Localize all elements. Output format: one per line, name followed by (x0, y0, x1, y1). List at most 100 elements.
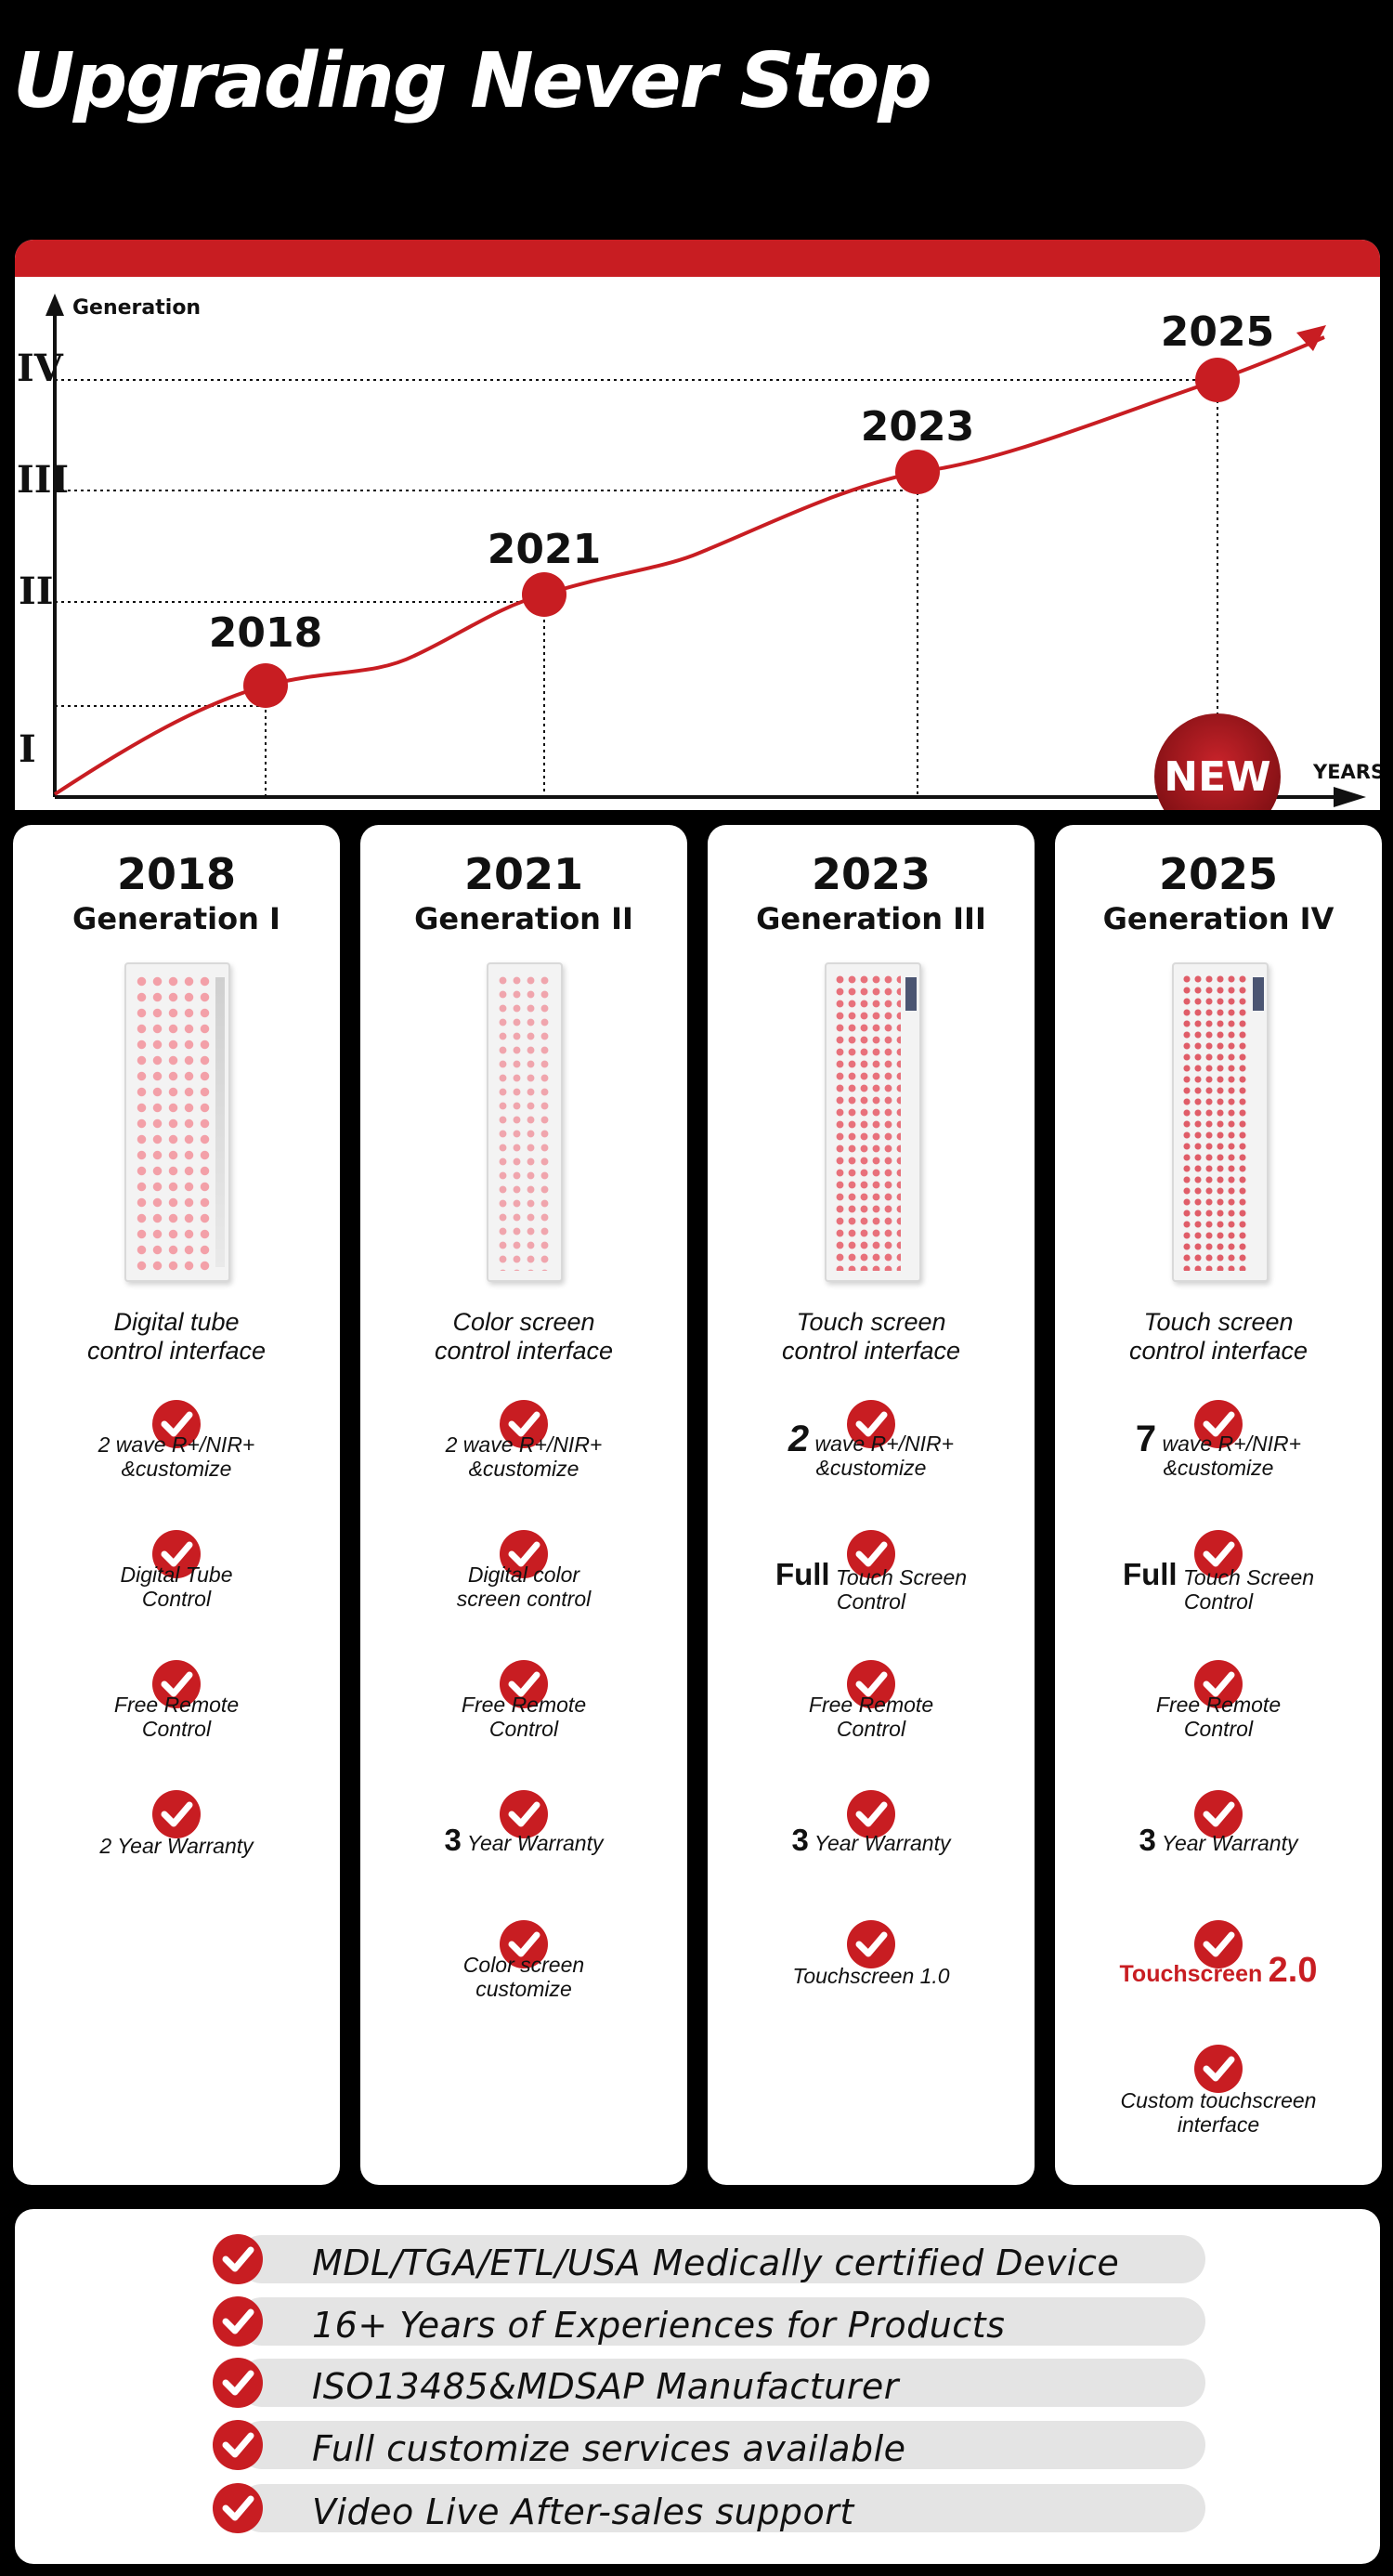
card-generation: Generation III (756, 901, 986, 936)
feature-text: Digital Tube (120, 1563, 233, 1587)
guide-2023 (55, 490, 918, 797)
cert-item: ISO13485&MDSAP Manufacturer (201, 2357, 1205, 2409)
cert-text: Video Live After-sales support (312, 2491, 854, 2532)
feature-text-2: &customize (121, 1457, 232, 1481)
check-icon (847, 1920, 895, 1968)
check-icon (213, 2483, 263, 2533)
product-image-gen1 (124, 962, 230, 1282)
feature-text: Free Remote (461, 1693, 587, 1717)
card-year: 2025 (1158, 849, 1279, 899)
feature-text: 2 wave R+/NIR+ (445, 1432, 603, 1457)
feature-text: Free Remote (1155, 1693, 1282, 1717)
interface-line1: Digital tube (113, 1308, 240, 1336)
generation-cards: 2018 Generation I Digital tube control i… (13, 825, 1382, 2185)
feature-text: Color screen (462, 1953, 585, 1977)
feature-lead: Full (775, 1557, 830, 1591)
generation-card-2023: 2023 Generation III Touch screen control… (708, 825, 1035, 2185)
feature-item: Full Touch Screen Control (1055, 1529, 1382, 1631)
feature-text: Custom touchscreen (1120, 2088, 1317, 2112)
feature-text: 2 wave R+/NIR+ (98, 1432, 255, 1457)
feature-item: Color screen customize (360, 1919, 687, 2021)
interface-line2: control interface (86, 1337, 267, 1365)
check-icon (847, 1790, 895, 1838)
cert-text: MDL/TGA/ETL/USA Medically certified Devi… (312, 2243, 1120, 2283)
check-icon (152, 1660, 201, 1708)
page-headline: Upgrading Never Stop (13, 37, 932, 125)
check-icon (152, 1530, 201, 1578)
cert-item: Full customize services available (201, 2419, 1205, 2471)
new-badge (1154, 713, 1281, 810)
feature-text-2: &customize (1163, 1456, 1274, 1480)
check-icon (500, 1530, 548, 1578)
card-generation: Generation II (414, 901, 633, 936)
product-image-gen3 (825, 962, 921, 1282)
check-icon (213, 2358, 263, 2408)
point-2025 (1195, 358, 1240, 402)
feature-item: Digital Tube Control (13, 1529, 340, 1631)
feature-text: wave R+/NIR+ (1162, 1432, 1302, 1456)
cert-text: 16+ Years of Experiences for Products (312, 2305, 1006, 2346)
check-icon (1194, 1530, 1243, 1578)
product-image-gen4 (1172, 962, 1269, 1282)
generation-timeline-chart: Generation YEARS I II III IV 2018 2021 2… (15, 240, 1380, 810)
check-icon (847, 1530, 895, 1578)
check-icon (152, 1400, 201, 1448)
feature-text-2: 2.0 (1268, 1951, 1318, 1990)
feature-text: Free Remote (808, 1693, 934, 1717)
feature-text: Free Remote (113, 1693, 240, 1717)
x-axis-label: YEARS (1312, 761, 1380, 783)
generation-card-2025: 2025 Generation IV Touch screen control … (1055, 825, 1382, 2185)
interface-line1: Touch screen (1143, 1308, 1294, 1336)
interface-description: Color screen control interface (370, 1308, 678, 1366)
interface-description: Touch screen control interface (1064, 1308, 1373, 1366)
card-year: 2021 (463, 849, 584, 899)
feature-text-2: &customize (815, 1456, 927, 1480)
feature-item: Custom touchscreen interface (1055, 2044, 1382, 2146)
interface-line2: control interface (1128, 1337, 1308, 1365)
check-icon (847, 1660, 895, 1708)
interface-line1: Color screen (452, 1308, 595, 1336)
feature-lead: 7 (1135, 1419, 1157, 1459)
timeline-svg: Generation YEARS I II III IV 2018 2021 2… (17, 294, 1380, 810)
check-icon (500, 1400, 548, 1448)
feature-item: 2 Year Warranty (13, 1789, 340, 1891)
cert-item: 16+ Years of Experiences for Products (201, 2295, 1205, 2347)
check-icon (152, 1790, 201, 1838)
x-axis-arrow-icon (1334, 787, 1366, 807)
level-label-ii: II (19, 569, 53, 613)
check-icon (500, 1660, 548, 1708)
feature-text-2: &customize (468, 1457, 579, 1481)
feature-item: 3 Year Warranty (708, 1789, 1035, 1891)
feature-text-2: Control (141, 1587, 212, 1611)
feature-text: Touch Screen (1182, 1565, 1315, 1589)
feature-item: 3 Year Warranty (1055, 1789, 1382, 1891)
interface-description: Touch screen control interface (717, 1308, 1025, 1366)
feature-text: Touch Screen (835, 1565, 968, 1589)
feature-text-2: Control (1183, 1589, 1254, 1614)
point-2021 (522, 572, 566, 617)
check-icon (1194, 1400, 1243, 1448)
check-icon (213, 2296, 263, 2347)
growth-curve (53, 335, 1325, 796)
feature-item: 2 wave R+/NIR+ &customize (360, 1399, 687, 1501)
check-icon (847, 1400, 895, 1448)
feature-item: Touchscreen 2.0 (1055, 1919, 1382, 2021)
guide-2018 (55, 705, 267, 797)
check-icon (1194, 1660, 1243, 1708)
feature-item: 3 Year Warranty (360, 1789, 687, 1891)
feature-lead: 3 (444, 1823, 462, 1857)
feature-item: Free Remote Control (708, 1659, 1035, 1761)
level-label-iii: III (17, 458, 69, 502)
feature-item: Free Remote Control (360, 1659, 687, 1761)
point-label-2023: 2023 (861, 403, 974, 451)
feature-text-2: customize (475, 1977, 572, 2001)
interface-line2: control interface (781, 1337, 961, 1365)
card-generation: Generation I (72, 901, 280, 936)
point-label-2021: 2021 (488, 526, 601, 573)
point-2018 (243, 663, 288, 708)
feature-text: 2 Year Warranty (99, 1834, 254, 1858)
feature-item: Touchscreen 1.0 (708, 1919, 1035, 2021)
card-year: 2023 (811, 849, 931, 899)
feature-text: Touchscreen 1.0 (792, 1964, 950, 1988)
check-icon (213, 2234, 263, 2284)
